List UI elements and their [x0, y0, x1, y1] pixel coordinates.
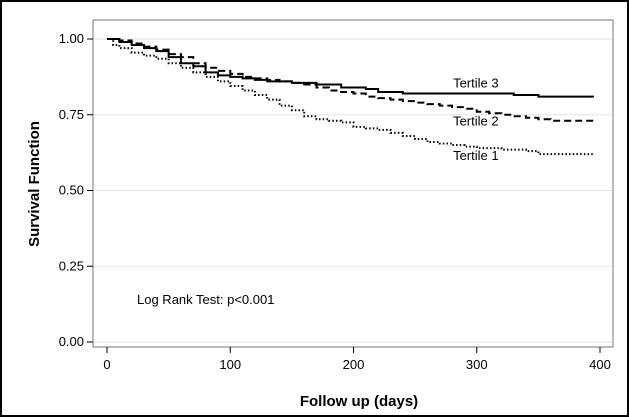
x-axis-label: Follow up (days) — [300, 393, 418, 410]
x-tick-label: 100 — [219, 357, 241, 372]
series-tertile-2 — [107, 38, 594, 122]
y-tick-label: 0.25 — [59, 258, 84, 273]
x-tick-label: 300 — [466, 357, 488, 372]
series-layer — [107, 38, 595, 156]
y-axis-label: Survival Function — [26, 121, 43, 247]
grid — [93, 38, 613, 343]
x-tick-label: 400 — [589, 357, 611, 372]
label-tertile-2: Tertile 2 — [453, 113, 499, 128]
label-tertile-1: Tertile 1 — [453, 148, 499, 163]
y-tick-label: 0.50 — [59, 183, 84, 198]
ticks-layer: 0.00 0.25 0.50 0.75 1.00 0 100 200 300 400 — [59, 31, 611, 372]
series-tertile-1 — [107, 38, 595, 156]
log-rank-annotation: Log Rank Test: p<0.001 — [137, 292, 274, 307]
x-tick-label: 0 — [103, 357, 110, 372]
series-labels: Tertile 3 Tertile 2 Tertile 1 — [453, 75, 499, 163]
x-tick-label: 200 — [343, 357, 365, 372]
y-tick-label: 0.00 — [59, 334, 84, 349]
series-tertile-3 — [107, 38, 594, 98]
y-tick-label: 0.75 — [59, 107, 84, 122]
y-tick-label: 1.00 — [59, 31, 84, 46]
label-tertile-3: Tertile 3 — [453, 75, 499, 90]
